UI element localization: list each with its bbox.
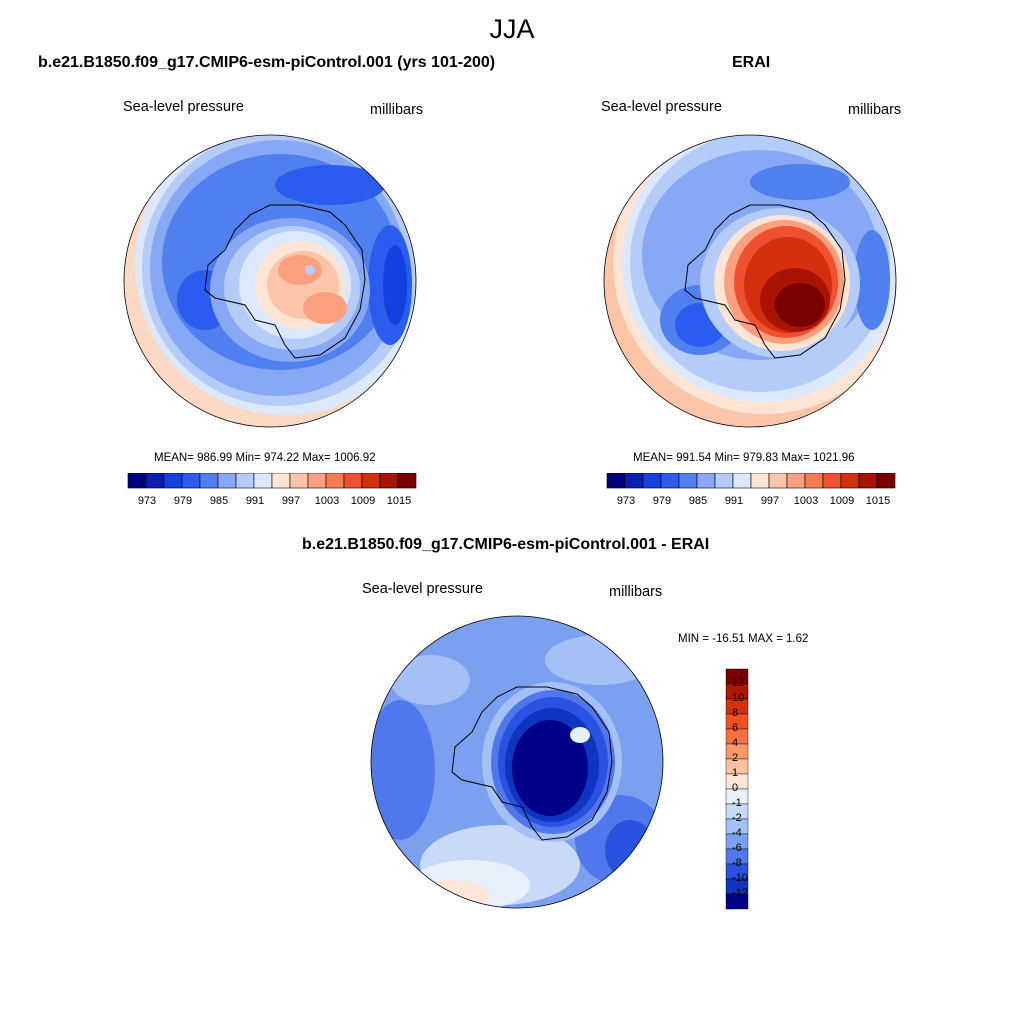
colorbar-tick-label: 979 (652, 495, 672, 507)
colorbar-swatch (678, 473, 698, 489)
colorbar-tick-label: 997 (281, 495, 301, 507)
colorbar-swatch (768, 473, 788, 489)
colorbar-tick-label: 12 (732, 677, 745, 689)
colorbar-tick-label: 973 (137, 495, 157, 507)
colorbar-tick-label: 1015 (865, 495, 891, 507)
colorbar-tick-label: 0 (732, 782, 739, 794)
colorbar-swatch (725, 893, 749, 910)
colorbar-swatch (271, 473, 291, 489)
colorbar-tick-label: -8 (732, 857, 742, 869)
colorbar-tick-label: 10 (732, 692, 745, 704)
panel-model-title: b.e21.B1850.f09_g17.CMIP6-esm-piControl.… (38, 54, 496, 71)
colorbar-tick-label: 4 (732, 737, 739, 749)
colorbar-swatch (253, 473, 273, 489)
panel-diff-units-label: millibars (609, 584, 663, 600)
colorbar-swatch (732, 473, 752, 489)
panel-erai-units-label: millibars (848, 102, 902, 118)
colorbar-tick-label: 973 (616, 495, 636, 507)
colorbar-swatch (660, 473, 680, 489)
colorbar-tick-label: 991 (724, 495, 744, 507)
colorbar-swatch (343, 473, 363, 489)
colorbar-tick-label: 1009 (350, 495, 376, 507)
panel-model-units-label: millibars (370, 102, 424, 118)
panel-erai-stats: MEAN= 991.54 Min= 979.83 Max= 1021.96 (633, 452, 855, 464)
colorbar-swatch (714, 473, 734, 489)
colorbar-tick-label: 979 (173, 495, 193, 507)
colorbar-tick-label: -1 (732, 797, 742, 809)
colorbar-swatch (235, 473, 255, 489)
colorbar-tick-label: 985 (209, 495, 229, 507)
colorbar-swatch (822, 473, 842, 489)
colorbar-swatch (307, 473, 327, 489)
model-slp-field (124, 135, 416, 427)
colorbar-swatch (397, 473, 417, 489)
colorbar-tick-label: -12 (732, 887, 748, 899)
colorbar-tick-label: 1003 (793, 495, 819, 507)
colorbar-swatch (289, 473, 309, 489)
colorbar-swatch (858, 473, 878, 489)
colorbar-tick-label: -10 (732, 872, 748, 884)
colorbar-swatch (840, 473, 860, 489)
colorbar-swatch (199, 473, 219, 489)
colorbar-tick-label: 2 (732, 752, 739, 764)
diff-slp-field (371, 616, 663, 908)
colorbar-tick-label: -2 (732, 812, 742, 824)
figure-title: JJA (489, 14, 535, 44)
colorbar-swatch (786, 473, 806, 489)
colorbar-swatch (127, 473, 147, 489)
colorbar-swatch (804, 473, 824, 489)
erai-slp-field (604, 135, 896, 427)
colorbar-tick-label: 997 (760, 495, 780, 507)
colorbar-swatch (750, 473, 770, 489)
panel-erai-title: ERAI (732, 54, 771, 71)
panel-diff-stats: MIN = -16.51 MAX = 1.62 (678, 633, 809, 645)
colorbar-tick-label: 991 (245, 495, 265, 507)
panel-diff-left-label: Sea-level pressure (362, 581, 483, 597)
panel-model-left-label: Sea-level pressure (123, 99, 244, 115)
colorbar-tick-label: -4 (732, 827, 742, 839)
colorbar-swatch (181, 473, 201, 489)
colorbar-swatch (163, 473, 183, 489)
colorbar-swatch (379, 473, 399, 489)
colorbar-swatch (876, 473, 896, 489)
colorbar-swatch (624, 473, 644, 489)
panel-model-stats: MEAN= 986.99 Min= 974.22 Max= 1006.92 (154, 452, 376, 464)
erai-colorbar (606, 473, 896, 489)
colorbar-swatch (145, 473, 165, 489)
colorbar-swatch (696, 473, 716, 489)
colorbar-tick-label: 8 (732, 707, 739, 719)
diff-colorbar (725, 668, 749, 910)
colorbar-tick-label: 1015 (386, 495, 412, 507)
colorbar-tick-label: 985 (688, 495, 708, 507)
model-colorbar (127, 473, 417, 489)
colorbar-tick-label: 6 (732, 722, 739, 734)
colorbar-swatch (642, 473, 662, 489)
panel-erai-left-label: Sea-level pressure (601, 99, 722, 115)
colorbar-swatch (325, 473, 345, 489)
colorbar-tick-label: -6 (732, 842, 742, 854)
panel-diff-title: b.e21.B1850.f09_g17.CMIP6-esm-piControl.… (302, 536, 710, 553)
colorbar-swatch (361, 473, 381, 489)
colorbar-swatch (606, 473, 626, 489)
colorbar-tick-label: 1009 (829, 495, 855, 507)
colorbar-tick-label: 1 (732, 767, 739, 779)
colorbar-swatch (217, 473, 237, 489)
colorbar-tick-label: 1003 (314, 495, 340, 507)
